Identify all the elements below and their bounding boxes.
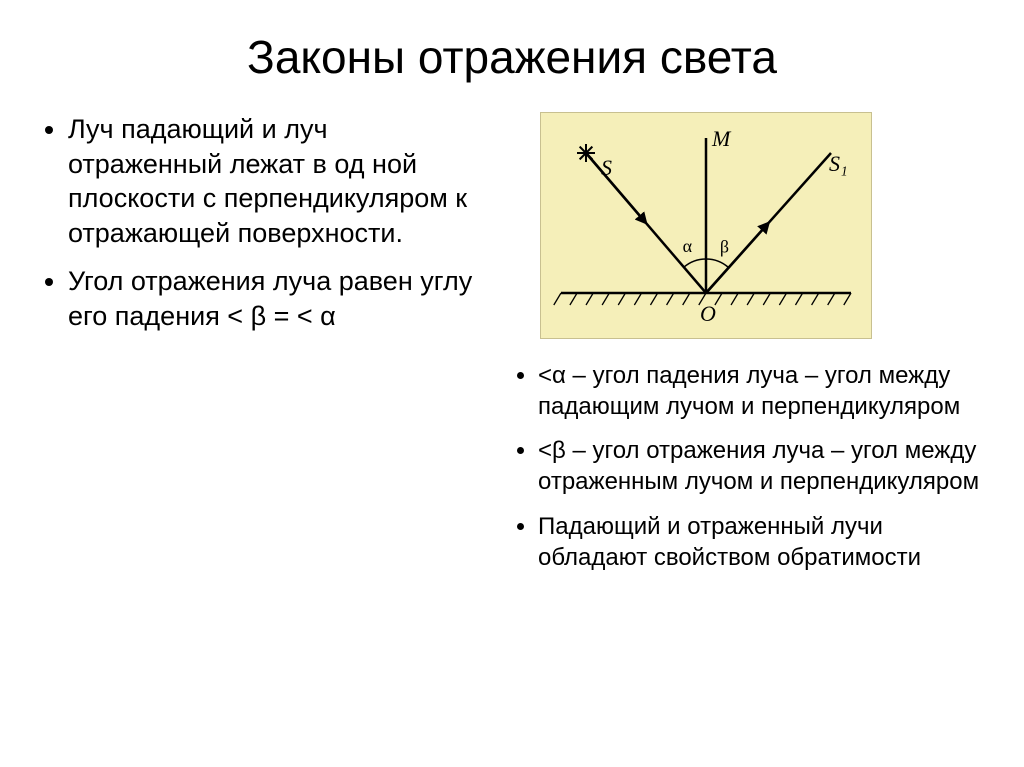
list-item: Луч падающий и луч отраженный лежат в од… [68,112,480,250]
right-column: S S₁ M Oα β <α – угол падения луча – угол ме… [510,112,984,587]
page-title: Законы отражения света [40,30,984,84]
list-item: Падающий и отраженный лучи обладают свой… [538,512,984,573]
list-item: <β – угол отражения луча – угол между от… [538,436,984,497]
right-bullet-list: <α – угол падения луча – угол между пада… [510,361,984,587]
svg-text:M: M [711,126,732,151]
list-item: <α – угол падения луча – угол между пада… [538,361,984,422]
svg-text:O: O [700,301,716,326]
reflection-diagram: S S₁ M Oα β [540,112,872,339]
left-column: Луч падающий и луч отраженный лежат в од… [40,112,480,587]
svg-text:S: S [601,155,612,180]
left-bullet-list: Луч падающий и луч отраженный лежат в од… [40,112,480,333]
svg-text:S₁: S₁ [829,151,848,176]
content-row: Луч падающий и луч отраженный лежат в од… [40,112,984,587]
svg-text:β: β [720,236,729,256]
list-item: Угол отражения луча равен углу его паден… [68,264,480,333]
svg-text:α: α [683,236,693,256]
